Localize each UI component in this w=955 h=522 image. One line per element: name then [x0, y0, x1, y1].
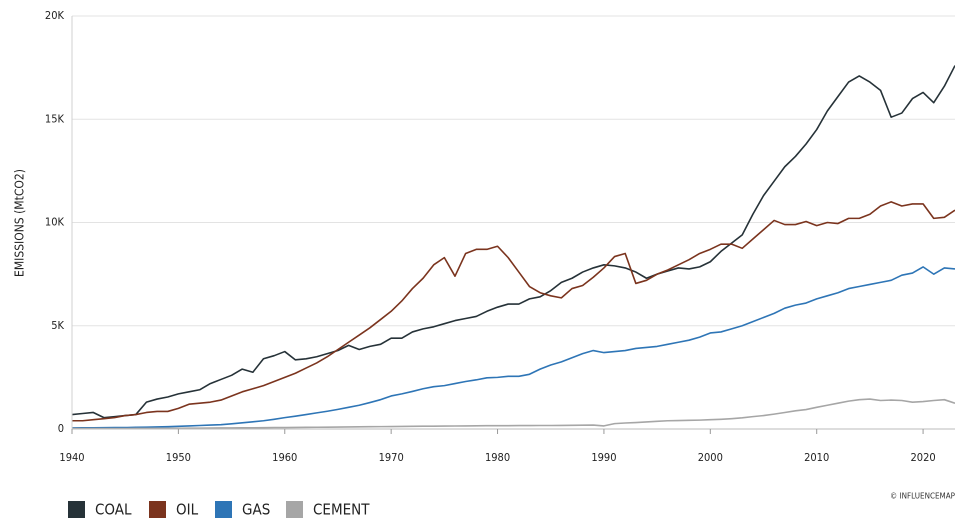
- y-tick-label: 5K: [51, 319, 64, 332]
- axes: 0 5K 10K 15K 20K 1940 1950 1960 1970 1980 1990 2000…: [45, 9, 955, 464]
- y-tick-label: 20K: [45, 9, 65, 22]
- y-axis-title: EMISSIONS (MtCO2): [13, 169, 27, 277]
- grid: [72, 15, 955, 430]
- lines: [72, 65, 955, 430]
- series-line: [72, 201, 955, 422]
- legend-swatch: [149, 501, 166, 518]
- legend-swatch: [286, 501, 303, 518]
- legend: COAL OIL GAS CEMENT: [68, 501, 370, 519]
- x-tick-label: 1970: [379, 451, 404, 464]
- x-tick-label: 1960: [272, 451, 297, 464]
- annotation: © INFLUENCEMAP: [890, 492, 955, 501]
- series-line: [72, 266, 955, 429]
- series-line: [72, 65, 955, 419]
- x-tick-label: 2020: [910, 451, 935, 464]
- y-tick-label: 10K: [45, 216, 65, 229]
- x-tick-label: 1950: [166, 451, 191, 464]
- x-tick-label: 2000: [698, 451, 723, 464]
- legend-label: CEMENT: [313, 501, 370, 519]
- legend-label: COAL: [95, 501, 132, 519]
- x-tick-label: 2010: [804, 451, 829, 464]
- legend-label: OIL: [176, 501, 199, 519]
- x-tick-label: 1990: [591, 451, 616, 464]
- legend-swatch: [215, 501, 232, 518]
- legend-swatch: [68, 501, 85, 518]
- y-tick-label: 15K: [45, 112, 65, 125]
- x-tick-label: 1940: [59, 451, 84, 464]
- x-tick-label: 1980: [485, 451, 510, 464]
- legend-label: GAS: [242, 501, 270, 519]
- series-line: [72, 398, 955, 430]
- y-tick-label: 0: [58, 422, 64, 435]
